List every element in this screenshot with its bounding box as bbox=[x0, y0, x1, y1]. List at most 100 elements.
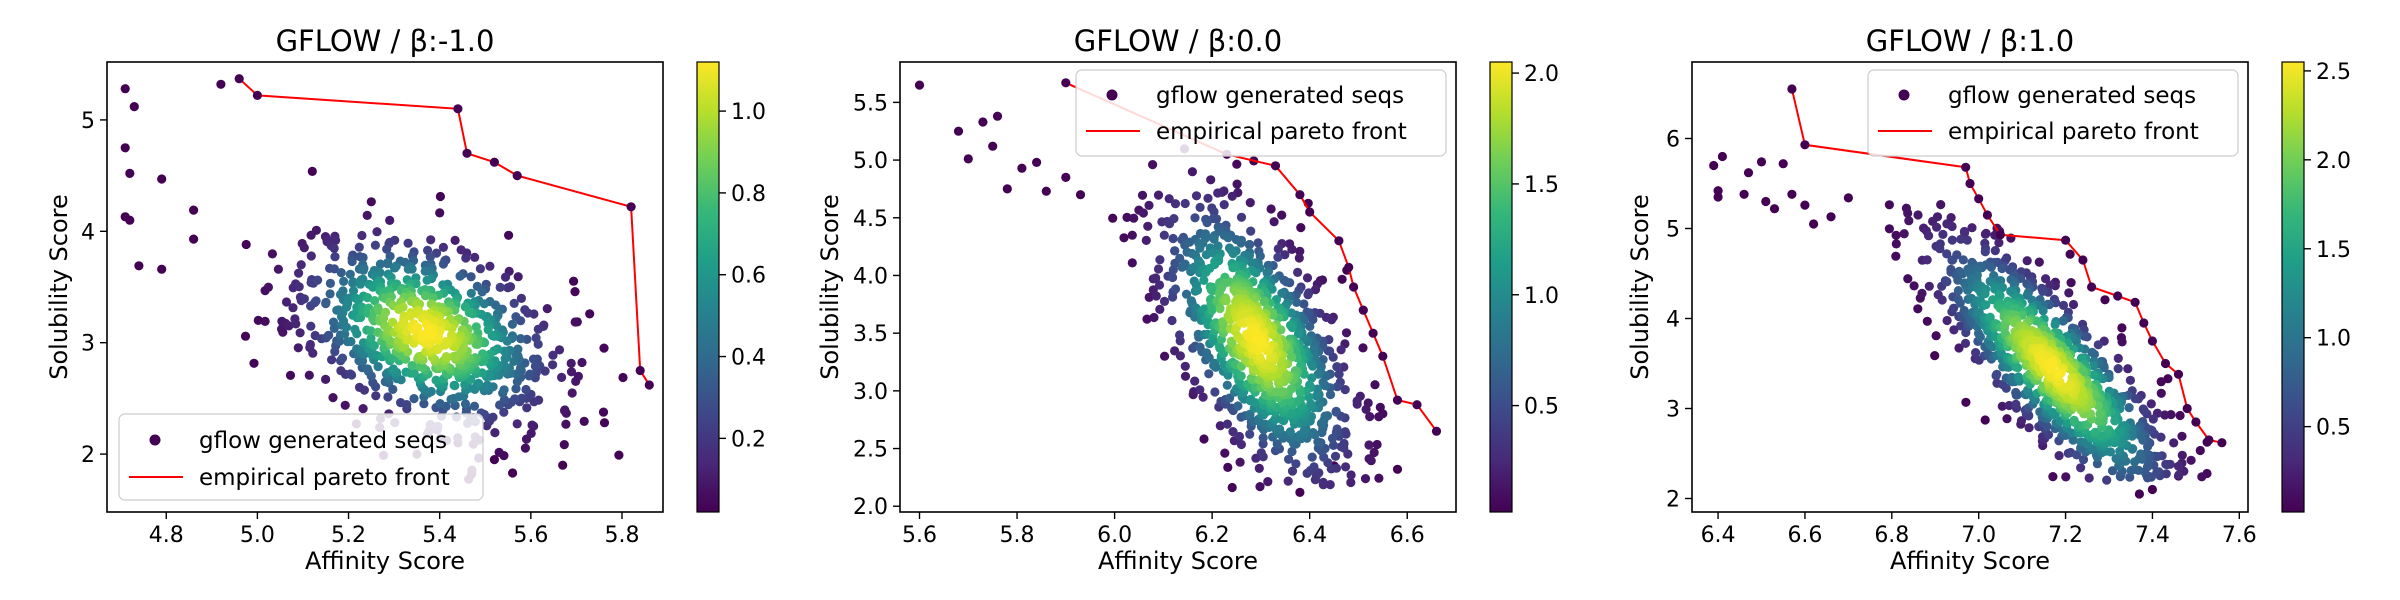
scatter-point bbox=[509, 356, 519, 366]
scatter-point bbox=[1272, 439, 1282, 449]
x-tick-label: 7.6 bbox=[2222, 523, 2257, 548]
scatter-point bbox=[1129, 213, 1139, 223]
scatter-point bbox=[2068, 435, 2078, 445]
panel-3-colorbar bbox=[2281, 61, 2305, 513]
scatter-point bbox=[1286, 320, 1296, 330]
colorbar-tick-label: 1.0 bbox=[1524, 284, 1559, 309]
scatter-point bbox=[1224, 393, 1235, 403]
scatter-point bbox=[1938, 229, 1948, 239]
pareto-front-point bbox=[1344, 262, 1354, 272]
scatter-point bbox=[1980, 415, 1990, 425]
x-tick-label: 6.0 bbox=[1097, 523, 1132, 548]
scatter-point bbox=[992, 111, 1003, 121]
scatter-point bbox=[383, 392, 393, 402]
scatter-point bbox=[566, 367, 577, 377]
scatter-point bbox=[509, 298, 519, 308]
pareto-front-point bbox=[1982, 210, 1992, 220]
scatter-point bbox=[2186, 455, 2196, 465]
scatter-point bbox=[2130, 464, 2140, 474]
panel-1-title: GFLOW / β:-1.0 bbox=[276, 24, 495, 58]
scatter-point bbox=[1168, 272, 1178, 283]
panel-3-legend: gflow generated seqs empirical pareto fr… bbox=[1867, 69, 2239, 157]
scatter-point bbox=[1985, 312, 1995, 322]
scatter-point bbox=[1325, 480, 1335, 490]
scatter-point bbox=[354, 242, 364, 252]
scatter-point bbox=[2048, 472, 2058, 482]
scatter-point bbox=[1922, 255, 1932, 265]
scatter-point bbox=[490, 428, 500, 438]
scatter-point bbox=[2161, 459, 2171, 469]
colorbar-tick-label: 0.2 bbox=[731, 427, 766, 452]
scatter-point bbox=[1247, 374, 1258, 384]
scatter-point bbox=[449, 380, 459, 390]
scatter-point bbox=[328, 317, 339, 327]
scatter-point bbox=[1339, 362, 1349, 372]
scatter-point bbox=[1948, 255, 1958, 265]
scatter-point bbox=[1318, 477, 1328, 487]
scatter-point bbox=[1717, 151, 1727, 162]
scatter-point bbox=[579, 416, 589, 426]
scatter-point bbox=[1266, 204, 1276, 214]
scatter-point bbox=[2036, 350, 2046, 360]
scatter-point bbox=[1190, 376, 1200, 386]
scatter-point bbox=[399, 319, 409, 329]
panel-1-axes-frame bbox=[106, 61, 664, 513]
scatter-point bbox=[1986, 262, 1996, 272]
scatter-point bbox=[521, 384, 531, 395]
pareto-front-point bbox=[1349, 282, 1359, 292]
scatter-point bbox=[1311, 391, 1321, 401]
scatter-point bbox=[253, 315, 263, 325]
pareto-front-point bbox=[2061, 235, 2071, 245]
scatter-point bbox=[2069, 415, 2079, 425]
scatter-point bbox=[520, 305, 530, 315]
scatter-point bbox=[1017, 163, 1027, 173]
scatter-point bbox=[1223, 462, 1233, 472]
scatter-point bbox=[1221, 296, 1231, 306]
scatter-point bbox=[1761, 196, 1771, 207]
scatter-point bbox=[2011, 399, 2021, 409]
scatter-point bbox=[2113, 364, 2123, 374]
pareto-front-point bbox=[2182, 403, 2192, 414]
scatter-point bbox=[358, 265, 368, 275]
scatter-point bbox=[1931, 331, 1941, 341]
pareto-front-point bbox=[2217, 438, 2227, 448]
scatter-point bbox=[1195, 385, 1205, 395]
scatter-point bbox=[1904, 216, 1914, 226]
scatter-point bbox=[1364, 440, 1374, 450]
scatter-point bbox=[1218, 318, 1228, 328]
scatter-point bbox=[350, 324, 360, 334]
scatter-point bbox=[1891, 239, 1901, 249]
scatter-point bbox=[978, 117, 988, 127]
scatter-point bbox=[1041, 186, 1051, 196]
scatter-point bbox=[1787, 189, 1797, 199]
scatter-point bbox=[2078, 455, 2089, 465]
scatter-point bbox=[1884, 200, 1894, 210]
scatter-point bbox=[1891, 251, 1901, 261]
scatter-point bbox=[1303, 290, 1313, 300]
pareto-front-point bbox=[462, 148, 472, 158]
scatter-point bbox=[1307, 452, 1317, 462]
scatter-point bbox=[542, 304, 552, 314]
panel-3-title: GFLOW / β:1.0 bbox=[1866, 24, 2074, 58]
scatter-point bbox=[1917, 288, 1927, 298]
colorbar-tick-label: 1.5 bbox=[2316, 238, 2351, 263]
scatter-point bbox=[157, 264, 167, 274]
scatter-point bbox=[296, 260, 306, 270]
scatter-point bbox=[2197, 472, 2207, 482]
scatter-point bbox=[1180, 361, 1190, 371]
x-tick-label: 6.6 bbox=[1390, 523, 1425, 548]
scatter-point bbox=[1956, 234, 1966, 244]
y-tick-label: 5 bbox=[1666, 218, 1680, 243]
scatter-point bbox=[1246, 226, 1256, 236]
pareto-front-point bbox=[489, 157, 499, 167]
scatter-point bbox=[511, 312, 521, 322]
scatter-point bbox=[2087, 347, 2097, 357]
panel-2-legend-label-pareto: empirical pareto front bbox=[1156, 119, 1407, 145]
scatter-point bbox=[2139, 406, 2149, 416]
scatter-point bbox=[1285, 427, 1295, 437]
scatter-point bbox=[1275, 364, 1285, 374]
scatter-point bbox=[306, 230, 316, 240]
scatter-point bbox=[2068, 299, 2079, 310]
scatter-point bbox=[2022, 256, 2032, 266]
scatter-point bbox=[2117, 337, 2127, 347]
